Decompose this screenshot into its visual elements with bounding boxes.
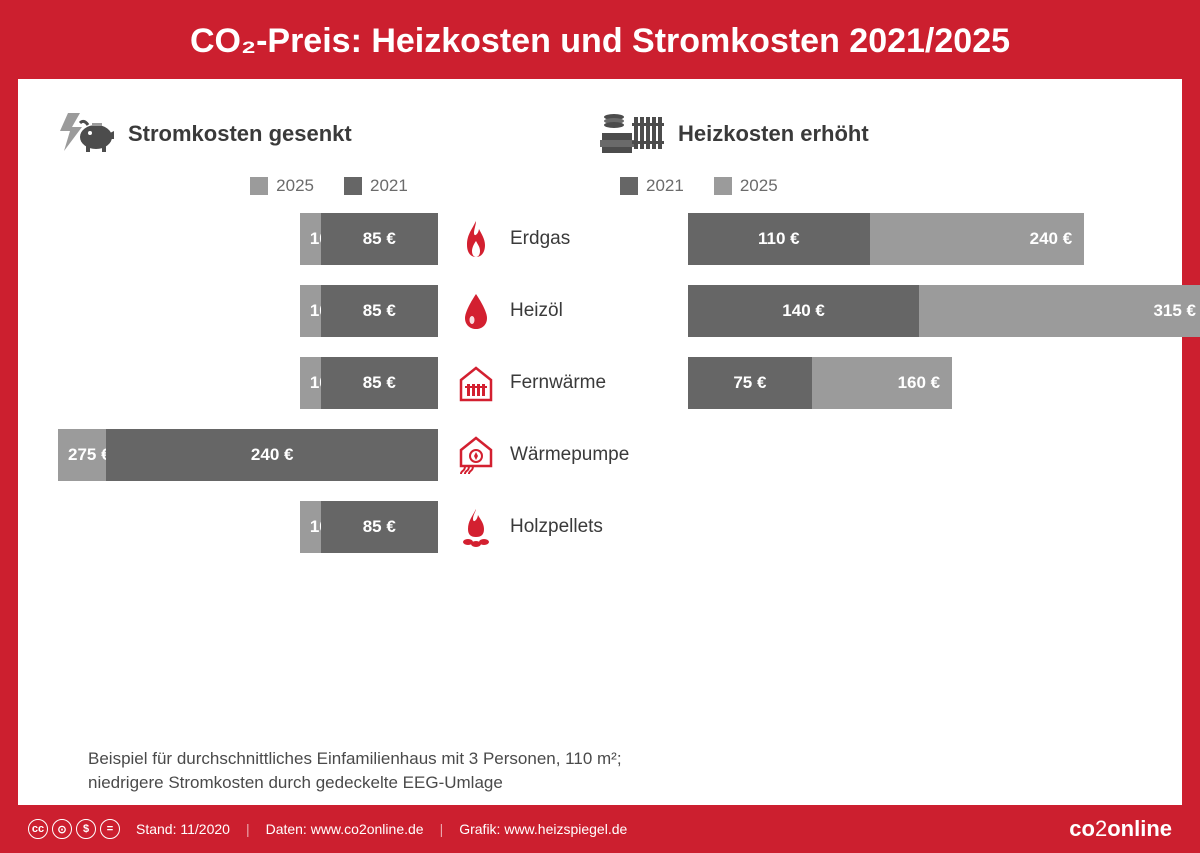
right-value-2021: 140 € — [782, 301, 825, 321]
left-bar-2021: 85 € — [321, 285, 438, 337]
left-bar-2021: 240 € — [106, 429, 438, 481]
right-bargroup — [688, 429, 1142, 481]
heatpump-icon — [456, 434, 496, 476]
left-bargroup: 100 €85 € — [58, 357, 438, 409]
category-label: Wärmepumpe — [510, 444, 629, 466]
chart-row-erdgas: 100 €85 € Erdgas 240 € 110 € — [58, 210, 1142, 268]
right-value-2025: 160 € — [898, 373, 941, 393]
legend-swatch — [344, 177, 362, 195]
right-bar-2021: 110 € — [688, 213, 870, 265]
left-value-2021: 85 € — [363, 301, 396, 321]
left-value-2021: 85 € — [363, 229, 396, 249]
left-bargroup: 275 € 240 € — [58, 429, 438, 481]
legend-year: 2025 — [276, 176, 314, 196]
legend-year: 2025 — [740, 176, 778, 196]
category-cell: Heizöl — [438, 292, 688, 330]
right-bargroup: 315 €140 € — [688, 285, 1142, 337]
legend-year: 2021 — [370, 176, 408, 196]
left-bargroup: 100 €85 € — [58, 213, 438, 265]
drop-icon — [456, 292, 496, 330]
category-cell: Erdgas — [438, 219, 688, 259]
chart-row-waermepumpe: 275 € 240 € Wärmepumpe — [58, 426, 1142, 484]
chart-rows: 100 €85 € Erdgas 240 € 110 € 100 €85 € Heizöl… — [58, 210, 1142, 725]
legend-swatch — [620, 177, 638, 195]
left-bar-2021: 85 € — [321, 213, 438, 265]
left-value-2021: 85 € — [363, 517, 396, 537]
footer-sep: | — [246, 821, 250, 837]
right-value-2025: 315 € — [1153, 301, 1196, 321]
header-bar: CO₂-Preis: Heizkosten und Stromkosten 20… — [0, 0, 1200, 79]
footer-stand: Stand: 11/2020 — [136, 821, 230, 837]
category-cell: Wärmepumpe — [438, 434, 688, 476]
piggy-bolt-icon — [58, 109, 114, 158]
category-label: Erdgas — [510, 228, 570, 250]
category-label: Fernwärme — [510, 372, 606, 394]
legend-item: 2025 — [250, 176, 314, 196]
cc-license-icons: cc ⊙ $ = — [28, 819, 120, 839]
right-bar-2021: 140 € — [688, 285, 919, 337]
nc-icon: $ — [76, 819, 96, 839]
by-icon: ⊙ — [52, 819, 72, 839]
category-cell: Fernwärme — [438, 364, 688, 402]
cc-icon: cc — [28, 819, 48, 839]
content-panel: Stromkosten gesenkt — [18, 79, 1182, 805]
section-right-title: Heizkosten erhöht — [678, 121, 869, 147]
category-label: Holzpellets — [510, 516, 603, 538]
right-value-2021: 110 € — [758, 229, 800, 249]
footnote: Beispiel für durchschnittliches Einfamil… — [58, 747, 1142, 795]
legend-item: 2021 — [344, 176, 408, 196]
left-bar-2021: 85 € — [321, 357, 438, 409]
flame-icon — [456, 219, 496, 259]
legend-item: 2025 — [714, 176, 778, 196]
right-value-2021: 75 € — [733, 373, 766, 393]
section-left-title: Stromkosten gesenkt — [128, 121, 352, 147]
legend-right: 2021 2025 — [600, 176, 1142, 196]
footnote-line2: niedrigere Stromkosten durch gedeckelte … — [88, 771, 1112, 795]
footer-daten: Daten: www.co2online.de — [266, 821, 424, 837]
co2online-logo: co2online — [1069, 816, 1172, 842]
left-value-2025: 275 € — [68, 445, 111, 465]
legend-swatch — [250, 177, 268, 195]
left-bar-2021: 85 € — [321, 501, 438, 553]
footer-sep: | — [440, 821, 444, 837]
chart-row-fernwaerme: 100 €85 € Fernwärme 160 € 75 € — [58, 354, 1142, 412]
nd-icon: = — [100, 819, 120, 839]
money-radiator-icon — [600, 109, 664, 158]
section-left-header: Stromkosten gesenkt — [58, 109, 600, 158]
legend-year: 2021 — [646, 176, 684, 196]
category-cell: Holzpellets — [438, 507, 688, 547]
legend-swatch — [714, 177, 732, 195]
right-bargroup: 240 € 110 € — [688, 213, 1142, 265]
pellets-icon — [456, 507, 496, 547]
page-title: CO₂-Preis: Heizkosten und Stromkosten 20… — [40, 22, 1160, 61]
right-bargroup: 160 € 75 € — [688, 357, 1142, 409]
left-bargroup: 100 €85 € — [58, 285, 438, 337]
chart-row-heizoel: 100 €85 € Heizöl 315 €140 € — [58, 282, 1142, 340]
right-bargroup — [688, 501, 1142, 553]
left-value-2021: 85 € — [363, 373, 396, 393]
left-bargroup: 100 €85 € — [58, 501, 438, 553]
chart-row-holzpellets: 100 €85 € Holzpellets — [58, 498, 1142, 556]
radiator-icon — [456, 364, 496, 402]
section-right-header: Heizkosten erhöht — [600, 109, 1142, 158]
footnote-line1: Beispiel für durchschnittliches Einfamil… — [88, 747, 1112, 771]
legend-item: 2021 — [620, 176, 684, 196]
footer-bar: cc ⊙ $ = Stand: 11/2020 | Daten: www.co2… — [0, 805, 1200, 853]
right-value-2025: 240 € — [1030, 229, 1073, 249]
legend-left: 2025 2021 — [58, 176, 600, 196]
footer-grafik: Grafik: www.heizspiegel.de — [459, 821, 627, 837]
left-value-2021: 240 € — [251, 445, 294, 465]
category-label: Heizöl — [510, 300, 563, 322]
right-bar-2021: 75 € — [688, 357, 812, 409]
